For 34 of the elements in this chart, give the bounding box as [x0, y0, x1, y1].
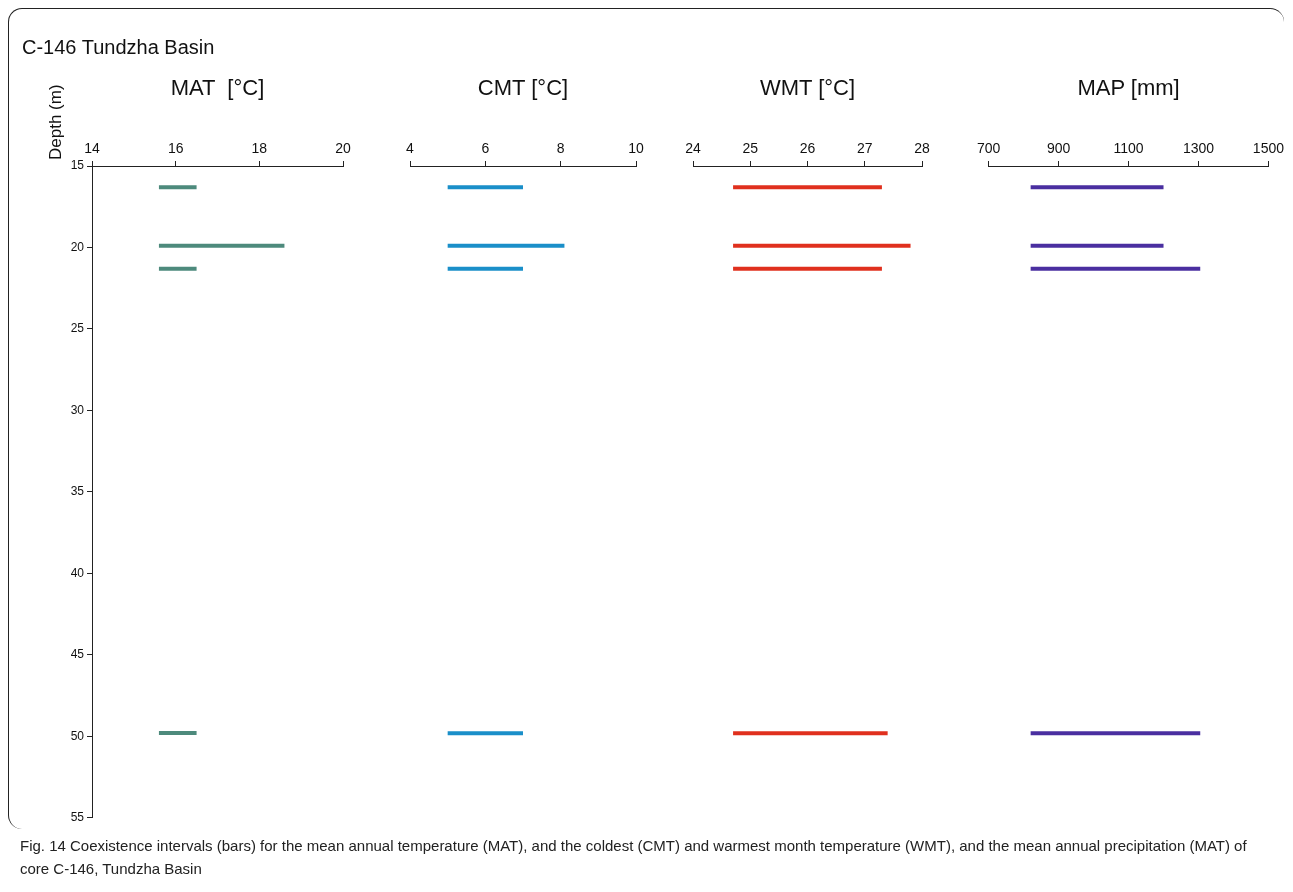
x-tick-label: 10	[628, 140, 644, 157]
y-tick-label: 25	[70, 321, 85, 336]
x-axis-title: MAT [°C]	[170, 75, 265, 101]
y-tick-label: 55	[70, 810, 85, 825]
x-tick-label: 25	[742, 140, 759, 157]
x-tick-label: 16	[167, 140, 184, 157]
x-tick-label: 700	[977, 140, 1001, 157]
y-tick-label: 40	[70, 565, 85, 580]
x-axis-title: CMT [°C]	[477, 75, 569, 101]
y-axis-title: Depth (m)	[46, 84, 66, 160]
y-tick-label: 45	[70, 647, 85, 662]
x-tick-label: 1500	[1252, 140, 1285, 157]
y-tick-label: 20	[70, 239, 85, 254]
x-tick-label: 28	[914, 140, 930, 157]
caption: Fig. 14 Coexistence intervals (bars) for the mean annual temperature (MAT), and the coldest (CMT) and warmest month temperature (WMT), and the mean annual precipitation (MAT) of core C-146, Tundzha Basin	[20, 836, 1248, 879]
x-axis-title: MAP [mm]	[1077, 75, 1180, 101]
x-tick-label: 8	[556, 140, 565, 157]
x-tick-label: 6	[481, 140, 490, 157]
x-tick-label: 1300	[1182, 140, 1215, 157]
y-tick-label: 30	[70, 402, 85, 417]
x-tick-label: 27	[856, 140, 873, 157]
y-tick-label: 50	[70, 728, 85, 743]
x-axis-title: WMT [°C]	[759, 75, 856, 101]
x-tick-label: 26	[799, 140, 816, 157]
x-tick-label: 900	[1046, 140, 1071, 157]
x-tick-label: 4	[406, 140, 415, 157]
y-tick-label: 35	[70, 484, 85, 499]
x-tick-label: 18	[251, 140, 268, 157]
y-tick-label: 15	[70, 158, 85, 173]
x-tick-label: 14	[84, 140, 100, 157]
x-tick-label: 1100	[1113, 140, 1144, 157]
x-tick-label: 24	[685, 140, 701, 157]
x-tick-label: 20	[335, 140, 351, 157]
chart-title: C-146 Tundzha Basin	[22, 36, 215, 59]
